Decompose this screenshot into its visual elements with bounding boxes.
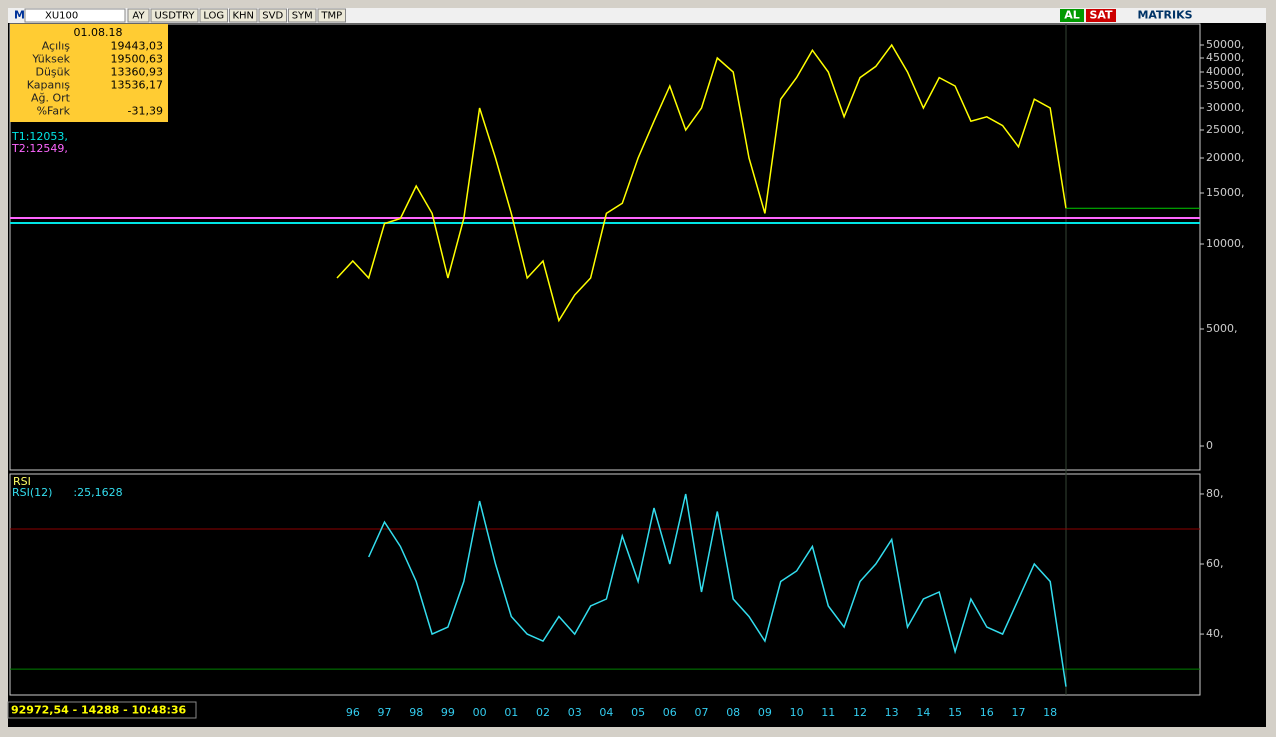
logo: M	[14, 9, 25, 22]
x-tick-label: 02	[536, 706, 550, 719]
panel-legend: RSI(12) :25,1628	[12, 486, 123, 499]
info-date: 01.08.18	[74, 26, 123, 39]
y-tick-label: 25000,	[1206, 123, 1245, 136]
toolbar-button-label: SYM	[292, 11, 313, 22]
toolbar-button-label: KHN	[232, 11, 254, 22]
sell-label: SAT	[1089, 9, 1113, 22]
info-label: Ağ. Ort	[31, 92, 71, 105]
price-panel	[9, 23, 1201, 471]
status: 92972,54 - 14288 - 10:48:36	[11, 704, 187, 717]
level-label: T2:12549,	[11, 142, 68, 155]
brand: MATRIKS	[1137, 9, 1192, 22]
x-tick-label: 07	[695, 706, 709, 719]
rsi-panel	[9, 473, 1201, 696]
y-tick-label: 30000,	[1206, 101, 1245, 114]
x-tick-label: 16	[980, 706, 994, 719]
y-tick-label: 40,	[1206, 627, 1224, 640]
status-bar	[7, 701, 197, 719]
chart-area	[8, 23, 1266, 699]
info-value: 13360,93	[111, 66, 164, 79]
y-tick-label: 45000,	[1206, 51, 1245, 64]
toolbar-button-label: AY	[132, 11, 145, 22]
buy-label: AL	[1064, 9, 1080, 22]
toolbar-button-label: SVD	[262, 11, 283, 22]
info-label: %Fark	[37, 105, 71, 118]
toolbar-button-label: USDTRY	[155, 11, 196, 22]
x-tick-label: 99	[441, 706, 455, 719]
toolbar-button[interactable]	[317, 8, 346, 23]
series-line	[336, 43, 1067, 323]
info-value: 19443,03	[111, 40, 164, 53]
toolbar-button[interactable]	[199, 8, 228, 23]
y-tick-label: 80,	[1206, 487, 1224, 500]
x-tick-label: 05	[631, 706, 645, 719]
info-label: Yüksek	[31, 53, 70, 66]
info-label: Düşük	[35, 66, 70, 79]
toolbar-button[interactable]	[288, 8, 317, 23]
panel-title: RSI	[13, 475, 31, 488]
x-tick-label: 00	[473, 706, 487, 719]
x-tick-label: 10	[790, 706, 804, 719]
x-tick-label: 11	[821, 706, 835, 719]
x-tick-label: 12	[853, 706, 867, 719]
series-line	[368, 493, 1067, 687]
sell-button[interactable]	[1086, 9, 1116, 22]
y-tick-label: 20000,	[1206, 151, 1245, 164]
toolbar-button[interactable]	[258, 8, 287, 23]
y-tick-label: 0	[1206, 439, 1213, 452]
x-tick-label: 01	[504, 706, 518, 719]
x-tick-label: 14	[916, 706, 930, 719]
toolbar-button[interactable]	[229, 8, 258, 23]
x-tick-label: 13	[885, 706, 899, 719]
y-tick-label: 50000,	[1206, 38, 1245, 51]
x-tick-label: 08	[726, 706, 740, 719]
info-value: 19500,63	[111, 53, 164, 66]
x-tick-label: 09	[758, 706, 772, 719]
toolbar-button[interactable]	[127, 8, 150, 23]
x-tick-label: 06	[663, 706, 677, 719]
info-value: -31,39	[128, 105, 163, 118]
y-tick-label: 15000,	[1206, 186, 1245, 199]
toolbar-button[interactable]	[150, 8, 199, 23]
x-axis-area	[8, 699, 1266, 727]
symbol: XU100	[45, 11, 78, 22]
level-label: T1:12053,	[11, 130, 68, 143]
x-tick-label: 15	[948, 706, 962, 719]
x-tick-label: 04	[599, 706, 613, 719]
buy-button[interactable]	[1060, 9, 1084, 22]
info-value: 13536,17	[111, 79, 164, 92]
info-label: Kapanış	[27, 79, 71, 92]
y-tick-label: 10000,	[1206, 237, 1245, 250]
y-tick-label: 60,	[1206, 557, 1224, 570]
toolbar-button-label: TMP	[320, 11, 342, 22]
x-tick-label: 17	[1011, 706, 1025, 719]
x-tick-label: 03	[568, 706, 582, 719]
info-label: Açılış	[42, 40, 71, 53]
x-tick-label: 96	[346, 706, 360, 719]
info-box	[10, 24, 168, 122]
symbol-field[interactable]	[24, 8, 126, 23]
toolbar-button-label: LOG	[203, 11, 224, 22]
y-tick-label: 5000,	[1206, 322, 1238, 335]
x-tick-label: 18	[1043, 706, 1057, 719]
y-tick-label: 35000,	[1206, 79, 1245, 92]
x-tick-label: 97	[378, 706, 392, 719]
y-tick-label: 40000,	[1206, 65, 1245, 78]
x-tick-label: 98	[409, 706, 423, 719]
